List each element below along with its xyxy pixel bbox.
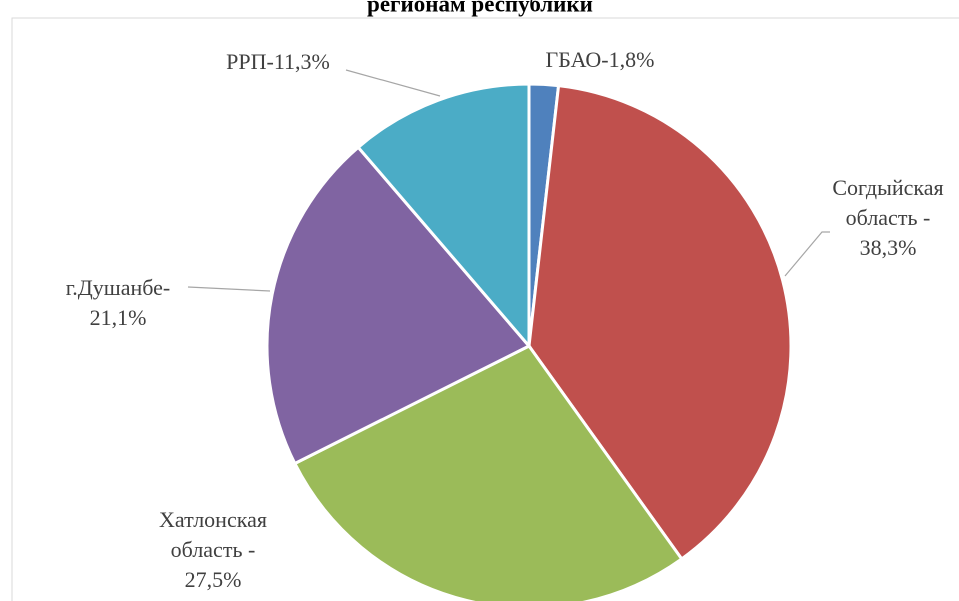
- data-label: г.Душанбе-: [66, 275, 171, 300]
- chart-title: регионам республики: [367, 0, 593, 16]
- data-label: ГБАО-1,8%: [546, 47, 655, 72]
- leader-line: [345, 69, 441, 97]
- pie-slice: [265, 145, 532, 466]
- data-label: область -: [171, 537, 256, 562]
- leader-line: [187, 286, 271, 292]
- data-label: 38,3%: [860, 235, 917, 260]
- data-label: 21,1%: [90, 305, 147, 330]
- data-label: 27,5%: [185, 567, 242, 592]
- leader-line: [784, 231, 830, 277]
- data-label: Согдыйская: [832, 175, 943, 200]
- data-label: Хатлонская: [159, 507, 267, 532]
- data-label: РРП-11,3%: [226, 49, 330, 74]
- pie-slice: [356, 82, 531, 351]
- pie-slice: [527, 84, 793, 562]
- data-label: область -: [846, 205, 931, 230]
- pie-slice: [292, 344, 684, 601]
